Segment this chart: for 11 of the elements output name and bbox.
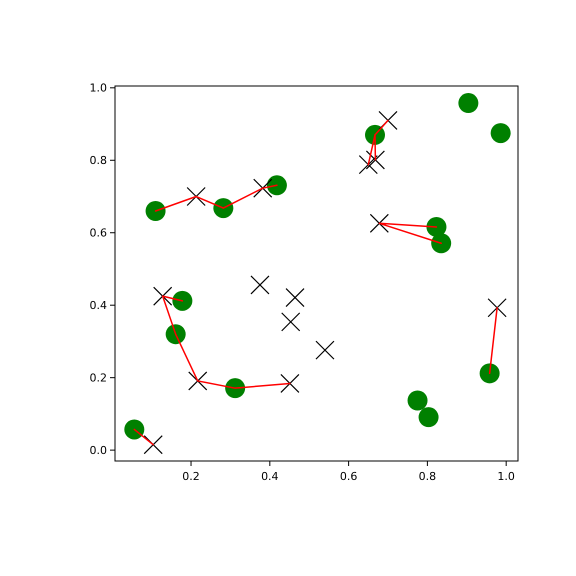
x-tick-label: 0.6 <box>340 470 358 483</box>
y-tick-label: 0.2 <box>90 372 107 385</box>
x-tick-label: 0.8 <box>418 470 436 483</box>
y-tick-label: 0.4 <box>90 299 107 312</box>
y-tick-label: 0.0 <box>90 444 107 457</box>
x-tick-label: 0.2 <box>182 470 200 483</box>
y-tick-label: 1.0 <box>90 82 107 95</box>
x-tick-label: 0.4 <box>261 470 279 483</box>
y-tick-label: 0.6 <box>90 226 107 240</box>
y-tick-label: 0.8 <box>90 154 107 168</box>
x-tick-label: 1.0 <box>497 470 515 483</box>
